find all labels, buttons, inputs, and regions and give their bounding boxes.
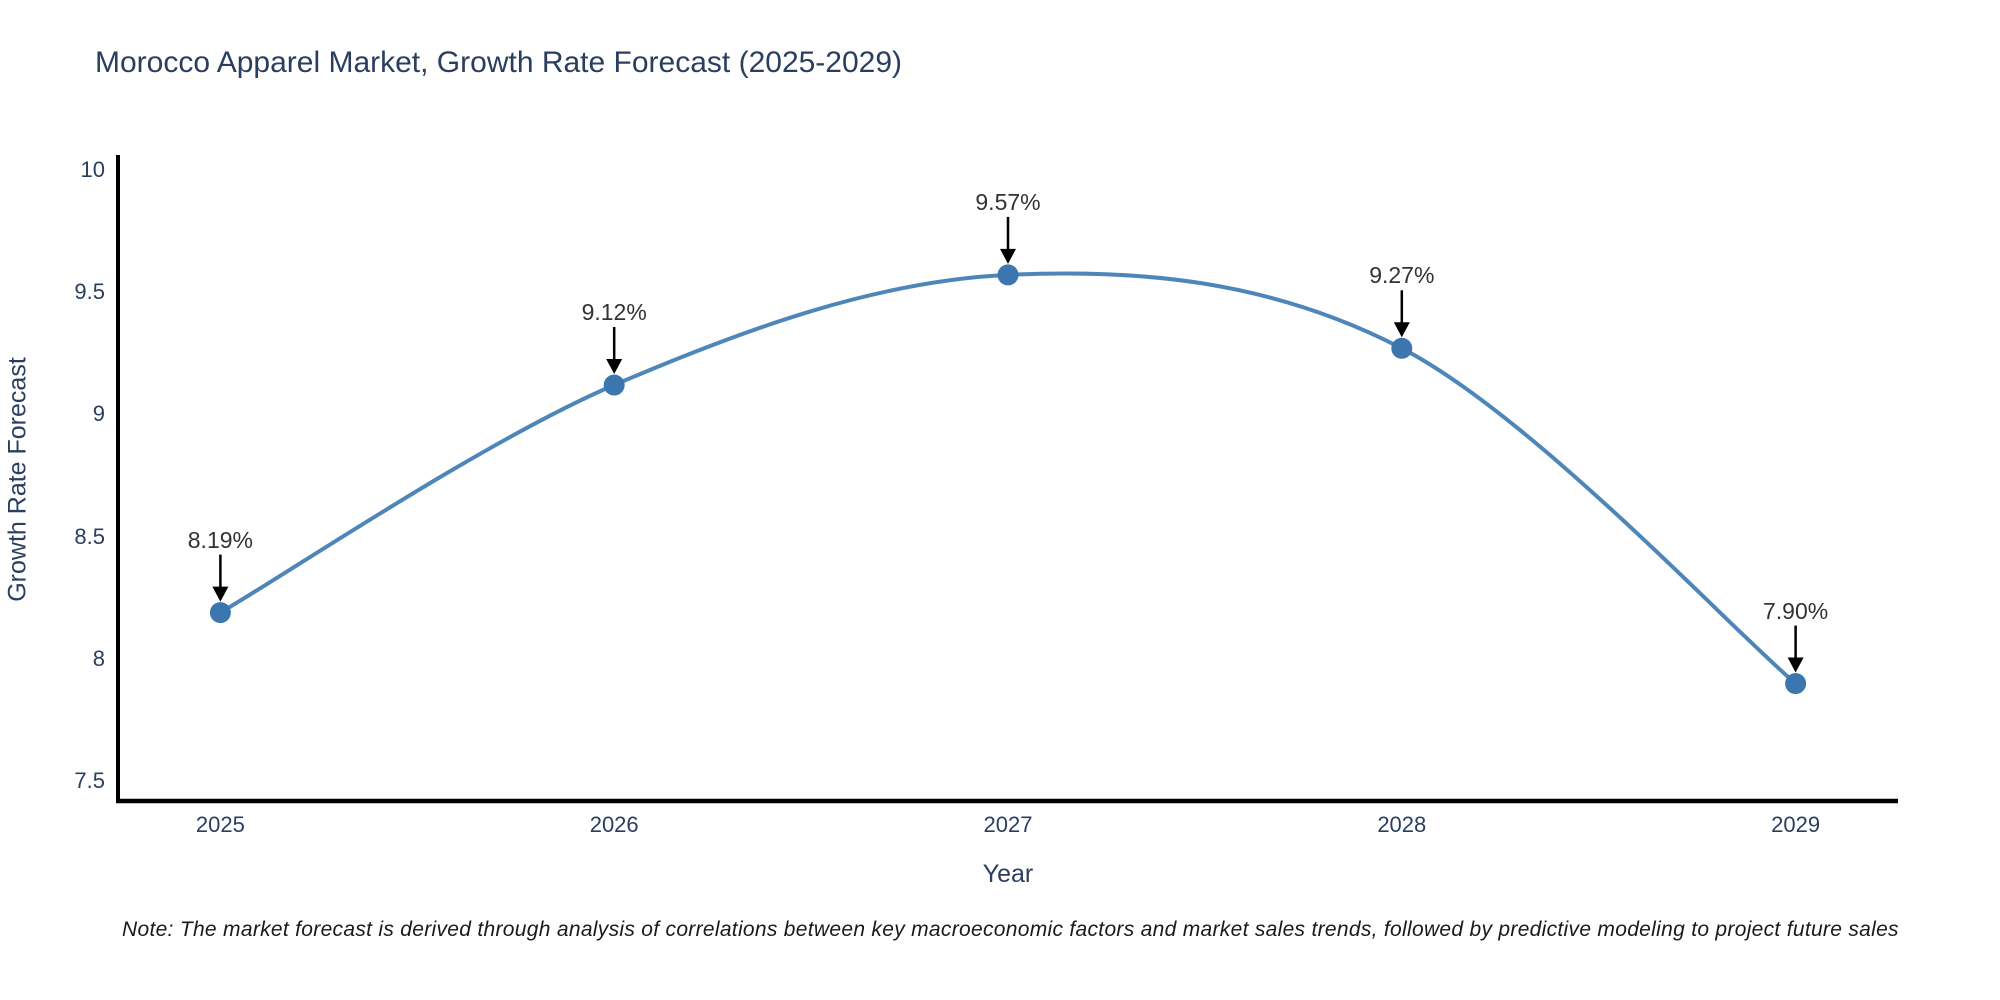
y-tick-label: 9.5: [74, 279, 105, 305]
x-tick-label: 2026: [589, 812, 639, 837]
data-point-marker: [603, 374, 625, 396]
x-axis-title: Year: [982, 860, 1034, 888]
annotation-arrow-head: [1000, 248, 1016, 264]
annotation-arrow-head: [1787, 657, 1804, 673]
annotation-arrow-head: [212, 586, 229, 602]
chart-title: Morocco Apparel Market, Growth Rate Fore…: [95, 46, 903, 79]
y-tick-label: 8.5: [74, 523, 105, 549]
data-point-label: 7.90%: [1763, 597, 1829, 624]
x-tick-label: 2028: [1377, 812, 1427, 837]
data-point-marker: [1391, 337, 1413, 359]
y-tick-label: 8: [92, 646, 105, 672]
y-tick-label: 9: [92, 401, 105, 427]
footnote: Note: The market forecast is derived thr…: [122, 918, 1899, 941]
trend-line: [219, 271, 1797, 686]
y-tick-label: 10: [80, 156, 105, 182]
data-point-marker: [997, 264, 1019, 286]
data-point-marker: [209, 602, 231, 624]
data-point-label: 9.27%: [1369, 262, 1435, 289]
x-tick-label: 2025: [195, 812, 245, 837]
data-point-label: 9.57%: [975, 188, 1041, 215]
annotation-arrow-head: [606, 359, 623, 375]
annotation-arrow-head: [1393, 322, 1410, 338]
data-point-label: 9.12%: [581, 299, 647, 325]
data-point-marker: [1785, 673, 1807, 695]
data-point-label: 8.19%: [187, 526, 253, 553]
x-tick-label: 2029: [1771, 812, 1821, 837]
y-tick-label: 7.5: [74, 768, 105, 794]
x-tick-label: 2027: [983, 812, 1033, 837]
